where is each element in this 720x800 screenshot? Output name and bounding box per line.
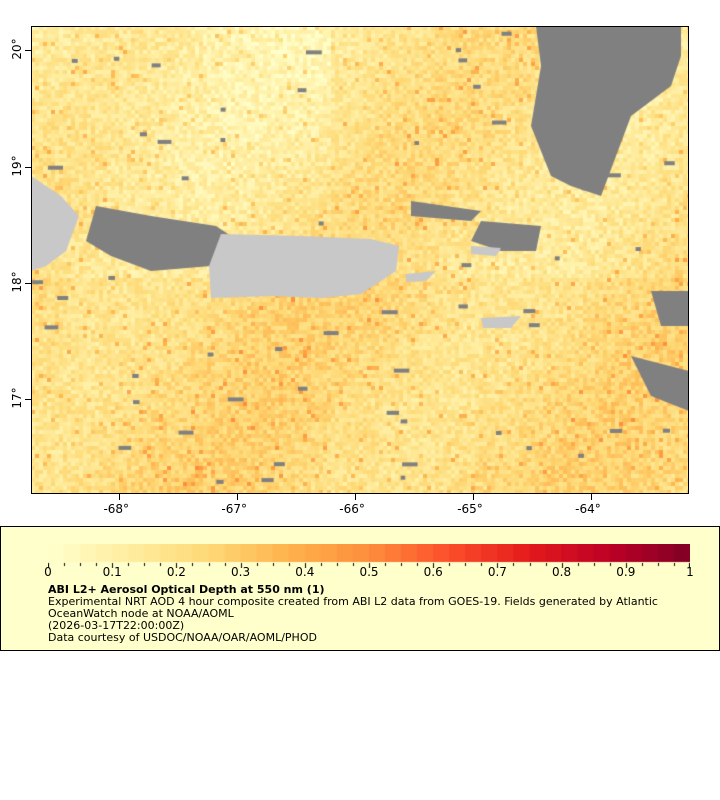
colorbar-tick-label: 1 xyxy=(686,565,694,579)
lon-tick xyxy=(237,494,239,500)
aod-raster-map xyxy=(31,26,689,494)
legend-description-2: OceanWatch node at NOAA/AOML xyxy=(48,607,234,620)
lon-tick-label: -64° xyxy=(575,502,601,516)
lat-tick xyxy=(25,282,31,284)
lat-tick xyxy=(25,166,31,168)
lat-tick xyxy=(25,398,31,400)
lon-tick xyxy=(355,494,357,500)
lon-tick-label: -67° xyxy=(221,502,247,516)
lat-tick xyxy=(25,50,31,52)
lon-tick xyxy=(473,494,475,500)
legend-credit: Data courtesy of USDOC/NOAA/OAR/AOML/PHO… xyxy=(48,631,317,644)
colorbar xyxy=(48,544,690,568)
lon-tick-label: -68° xyxy=(103,502,130,516)
lat-tick-label: 19° xyxy=(10,154,24,177)
lon-tick xyxy=(119,494,121,500)
colorbar-tick-label: 0.4 xyxy=(295,565,315,579)
lon-tick xyxy=(591,494,593,500)
lat-tick-label: 20° xyxy=(10,38,24,61)
lat-tick-label: 18° xyxy=(10,271,24,293)
colorbar-tick-label: 0.7 xyxy=(487,565,507,579)
lat-tick-label: 17° xyxy=(10,387,24,409)
colorbar-tick-label: 0.8 xyxy=(552,565,572,579)
legend-panel: 0 0.1 0.2 0.3 0.4 0.5 0.6 0.7 0.8 0.9 1 ABI L2+ Ae… xyxy=(0,526,720,651)
colorbar-tick-label: 0.1 xyxy=(102,565,122,579)
colorbar-tick-label: 0.2 xyxy=(166,565,186,579)
colorbar-tick-label: 0 xyxy=(44,565,52,579)
legend-title: ABI L2+ Aerosol Optical Depth at 550 nm … xyxy=(48,583,325,596)
colorbar-tick-label: 0.9 xyxy=(616,565,636,579)
legend-description: Experimental NRT AOD 4 hour composite cr… xyxy=(48,595,658,608)
lon-tick-label: -65° xyxy=(457,502,483,516)
legend-time: (2026-03-17T22:00:00Z) xyxy=(48,619,185,632)
lon-tick-label: -66° xyxy=(339,502,365,516)
colorbar-tick-label: 0.3 xyxy=(231,565,251,579)
colorbar-tick-label: 0.6 xyxy=(423,565,443,579)
map-frame xyxy=(31,26,689,494)
colorbar-tick-label: 0.5 xyxy=(359,565,379,579)
